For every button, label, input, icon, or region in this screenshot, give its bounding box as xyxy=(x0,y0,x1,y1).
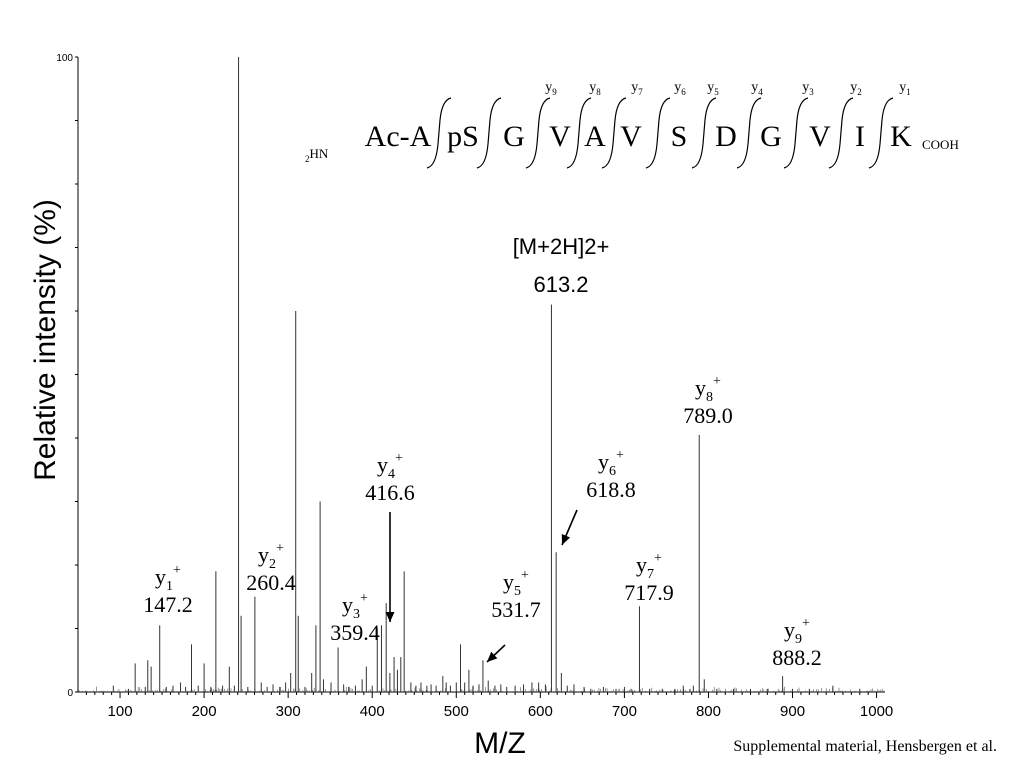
ion-label: y6+ xyxy=(598,448,624,479)
ion-label: y7+ xyxy=(636,551,662,582)
residue-label: V xyxy=(809,120,831,153)
axes: 100 200 300 400 500 600 700 800 900 1000 0 100 M/Z Re… xyxy=(29,53,893,760)
x-tick-label: 700 xyxy=(612,703,637,720)
ion-mz: 260.4 xyxy=(246,570,296,595)
baseline-noise xyxy=(78,686,885,692)
x-tick-label: 900 xyxy=(780,703,805,720)
arrow-head xyxy=(561,534,571,545)
residue-label: G xyxy=(503,120,525,153)
residue-label: V xyxy=(620,120,642,153)
x-tick-label: 300 xyxy=(276,703,301,720)
annotations: y1+147.2 y2+260.4 y3+359.4 y4+416.6 y5+531.7… xyxy=(143,234,822,670)
cleavage-bracket xyxy=(868,97,894,169)
ion-mz: 618.8 xyxy=(586,477,636,502)
x-tick-label: 100 xyxy=(108,703,133,720)
x-axis-label: M/Z xyxy=(474,727,526,760)
residue-label: pS xyxy=(447,120,479,153)
fragment-label: y3 xyxy=(802,80,814,97)
residue-label: D xyxy=(715,120,737,153)
ion-mz: 717.9 xyxy=(624,580,674,605)
residue-label: Ac-A xyxy=(365,120,432,153)
c-terminus-label: COOH xyxy=(922,137,959,152)
ion-label: y1+ xyxy=(155,563,181,594)
x-tick-label: 200 xyxy=(192,703,217,720)
cleavage-bracket xyxy=(645,97,671,169)
fragment-label: y9 xyxy=(545,80,557,97)
ion-label: y9+ xyxy=(784,616,810,647)
cleavage-bracket xyxy=(476,97,502,169)
residue-label: A xyxy=(584,120,606,153)
cleavage-bracket xyxy=(736,97,762,169)
fragment-label: y2 xyxy=(850,80,862,97)
ion-mz: 888.2 xyxy=(772,645,822,670)
ion-mz: 531.7 xyxy=(491,597,541,622)
cleavage-bracket xyxy=(828,97,854,169)
fragment-label: y1 xyxy=(899,80,911,97)
precursor-label: [M+2H]2+ xyxy=(513,234,610,259)
credit-text: Supplemental material, Hensbergen et al. xyxy=(733,738,997,755)
ion-label: y3+ xyxy=(342,591,368,622)
y-tick-label: 0 xyxy=(67,688,73,699)
x-tick-label: 800 xyxy=(696,703,721,720)
fragment-label: y5 xyxy=(707,80,719,97)
cleavage-bracket xyxy=(426,97,452,169)
ion-label: y2+ xyxy=(258,541,284,572)
fragment-label: y7 xyxy=(631,80,643,97)
residue-label: I xyxy=(855,120,865,153)
precursor-mz: 613.2 xyxy=(533,272,588,297)
residue-label: G xyxy=(760,120,782,153)
x-tick-label: 1000 xyxy=(860,703,893,720)
x-tick-label: 600 xyxy=(528,703,553,720)
ion-mz: 147.2 xyxy=(143,592,193,617)
peaks xyxy=(78,57,885,692)
cleavage-bracket xyxy=(566,97,592,169)
x-tick-label: 500 xyxy=(444,703,469,720)
arrow-head xyxy=(487,651,498,662)
y-axis-label: Relative intensity (%) xyxy=(29,199,62,481)
arrow-head xyxy=(385,612,395,622)
cleavage-bracket xyxy=(525,97,551,169)
ion-mz: 789.0 xyxy=(683,403,733,428)
x-tick-label: 400 xyxy=(360,703,385,720)
residue-label: V xyxy=(549,120,571,153)
fragment-label: y8 xyxy=(589,80,601,97)
cleavage-bracket xyxy=(601,97,627,169)
ion-mz: 359.4 xyxy=(330,620,380,645)
residue-label: K xyxy=(890,120,912,153)
ion-label: y4+ xyxy=(377,451,403,482)
residue-label: S xyxy=(671,120,688,153)
ion-label: y5+ xyxy=(503,568,529,599)
n-terminus-label: 2HN xyxy=(305,146,329,164)
cleavage-bracket xyxy=(783,97,809,169)
ion-mz: 416.6 xyxy=(365,480,415,505)
ion-label: y8+ xyxy=(695,374,721,405)
fragment-label: y6 xyxy=(674,80,686,97)
fragment-label: y4 xyxy=(751,80,763,97)
y-tick-label: 100 xyxy=(56,53,73,64)
cleavage-bracket xyxy=(691,97,717,169)
